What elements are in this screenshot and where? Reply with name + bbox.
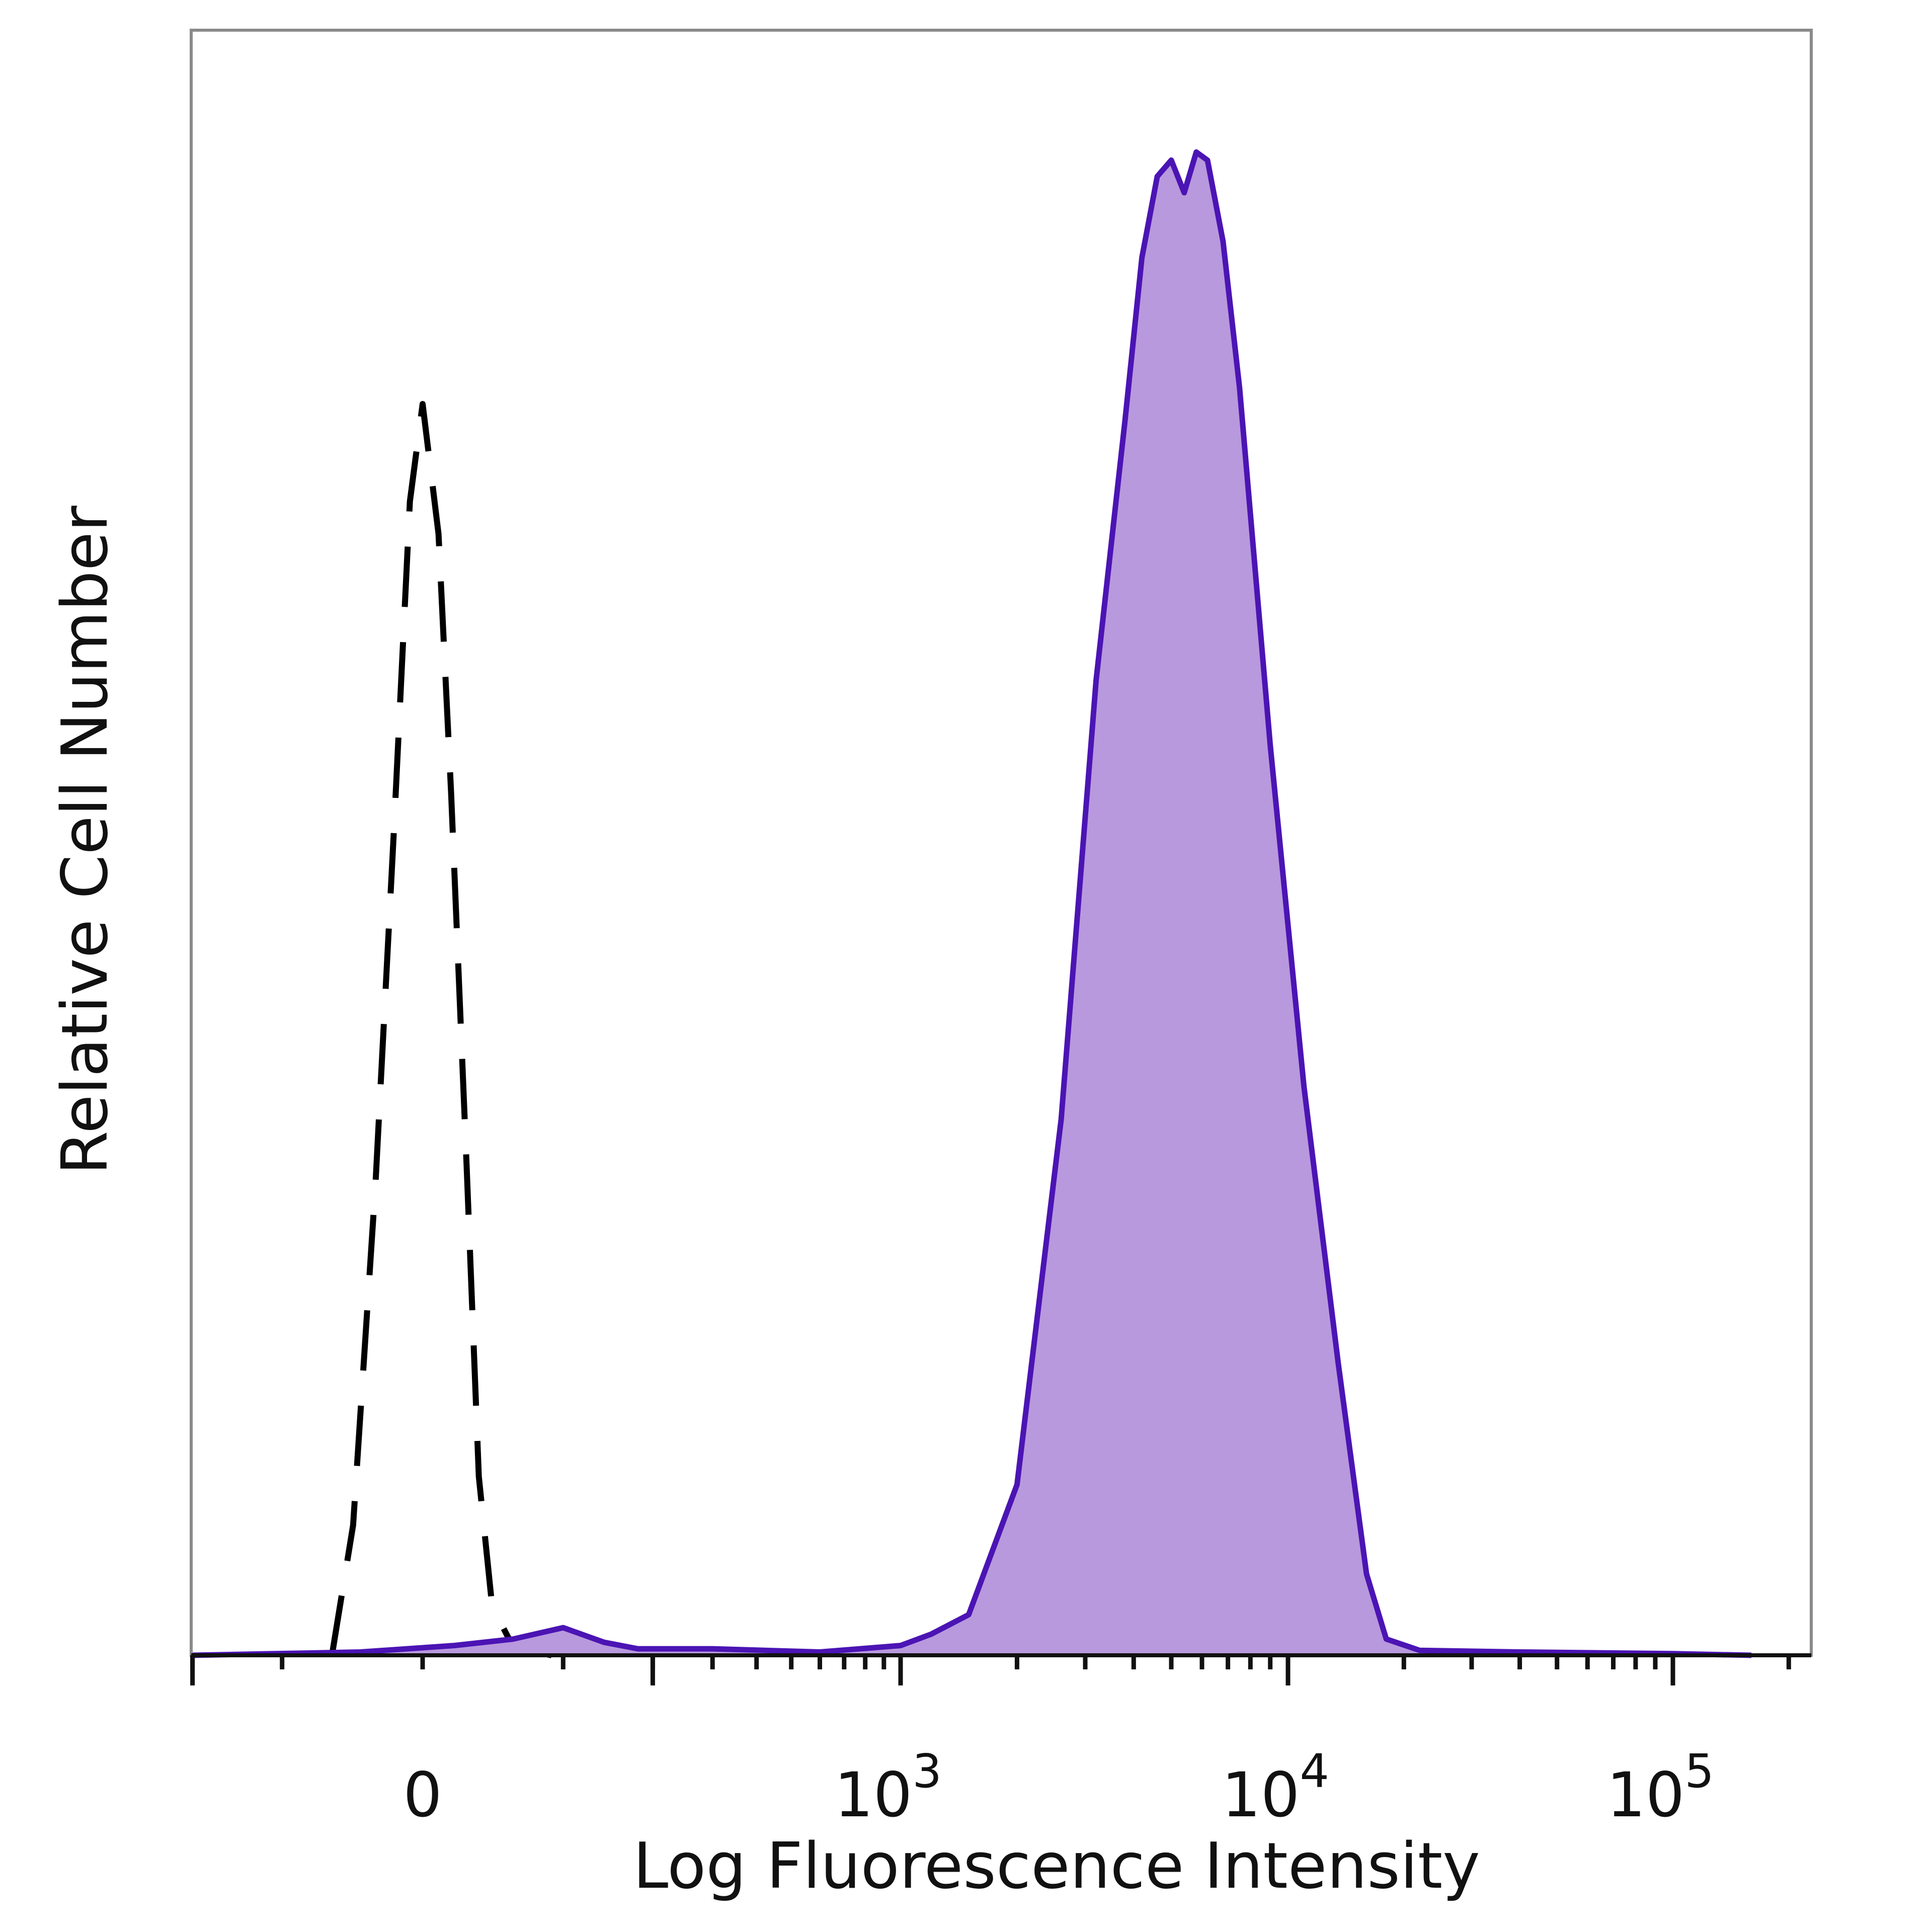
control-histogram-line bbox=[329, 400, 552, 1658]
y-axis-label: Relative Cell Number bbox=[48, 506, 122, 1175]
x-tick-label: 0 bbox=[403, 1759, 442, 1831]
x-axis-label: Log Fluorescence Intensity bbox=[633, 1829, 1480, 1903]
series-layer bbox=[192, 149, 1752, 1658]
x-tick-label: 105 bbox=[1606, 1744, 1714, 1831]
stained-histogram-fill bbox=[192, 152, 1752, 1655]
x-axis-ticks bbox=[190, 1655, 1791, 1685]
plot-frame bbox=[190, 29, 1813, 1657]
x-tick-label: 103 bbox=[834, 1744, 942, 1831]
stained-histogram-line bbox=[192, 149, 1752, 1658]
x-tick-labels: 0 103 104 105 bbox=[403, 1744, 1714, 1831]
x-tick-label: 104 bbox=[1222, 1744, 1329, 1831]
